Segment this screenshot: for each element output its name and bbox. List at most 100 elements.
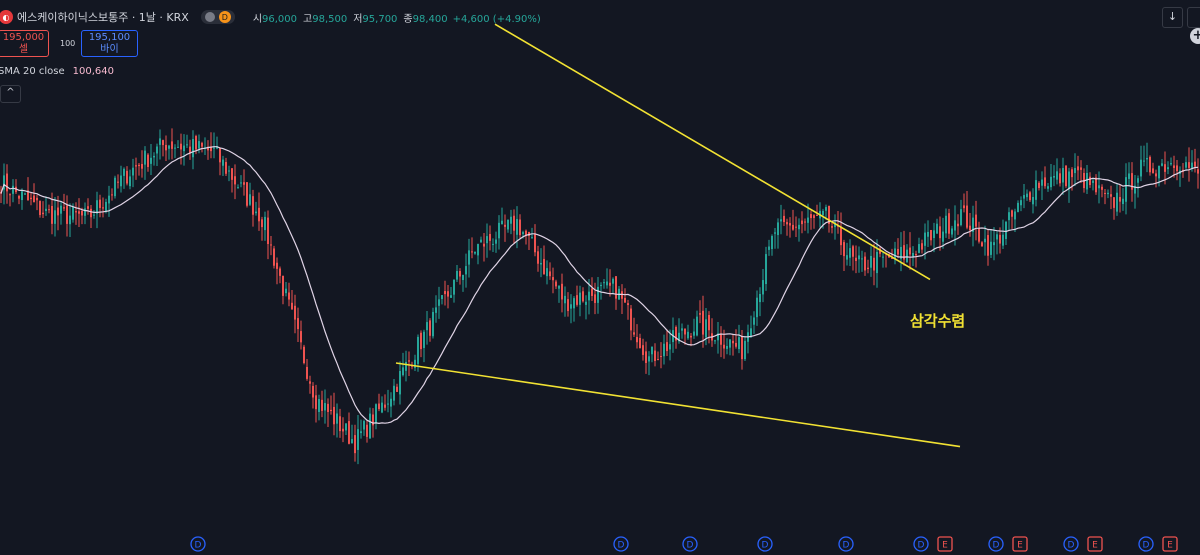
candle-body [306, 366, 308, 379]
indicator-legend[interactable]: SMA 20 close 100,640 [0, 66, 114, 77]
earnings-marker-icon[interactable] [1087, 536, 1103, 552]
lower-trendline[interactable] [395, 362, 961, 448]
candle-body [1062, 168, 1064, 183]
dividend-marker-icon[interactable] [988, 536, 1004, 552]
candle-body [546, 268, 548, 277]
candle-body [339, 416, 341, 432]
candle-body [435, 307, 437, 313]
candle-body [153, 155, 155, 158]
upper-trendline[interactable] [494, 23, 931, 281]
candle-body [417, 336, 419, 364]
candle-body [861, 258, 863, 260]
candle-body [381, 402, 383, 413]
dividend-marker-icon[interactable] [1138, 536, 1154, 552]
candle-body [741, 336, 743, 360]
candle-body [804, 221, 806, 223]
candle-body [522, 232, 524, 234]
triangle-annotation[interactable]: 삼각수렴 [910, 312, 966, 330]
candle-body [537, 251, 539, 264]
candle-body [894, 248, 896, 260]
candle-body [648, 356, 650, 362]
candle-body [69, 215, 71, 225]
candle-body [1080, 167, 1082, 170]
candle-body [90, 208, 92, 218]
candle-body [1143, 160, 1145, 162]
symbol-title[interactable]: 에스케이하이닉스보통주 · 1날 · KRX [17, 11, 189, 24]
event-marker-label: D [918, 541, 925, 551]
candle-body [39, 200, 41, 215]
candle-body [288, 292, 290, 300]
dividend-marker-icon[interactable] [838, 536, 854, 552]
candle-body [210, 146, 212, 152]
scroll-down-button[interactable]: ↓ [1162, 7, 1183, 28]
candle-body [1026, 193, 1028, 198]
candle-body [114, 177, 116, 197]
event-marker-label: D [618, 541, 625, 551]
candle-body [813, 215, 815, 218]
candle-body [864, 256, 866, 271]
candle-body [1158, 166, 1160, 179]
candle-body [666, 342, 668, 352]
candle-body [930, 229, 932, 241]
candle-body [969, 225, 971, 231]
candle-body [225, 162, 227, 174]
candle-body [624, 297, 626, 303]
candle-body [675, 326, 677, 341]
candle-body [531, 237, 533, 239]
dividend-marker-icon[interactable] [913, 536, 929, 552]
candle-body [660, 356, 662, 358]
candle-body [195, 136, 197, 150]
candle-body [822, 210, 824, 216]
status-pill[interactable]: D [200, 10, 235, 24]
earnings-marker-icon[interactable] [937, 536, 953, 552]
candle-body [180, 143, 182, 150]
add-icon[interactable]: + [1190, 28, 1200, 44]
candle-body [18, 195, 20, 199]
candle-body [729, 339, 731, 348]
candle-body [402, 367, 404, 376]
candle-body [912, 252, 914, 258]
candle-body [456, 270, 458, 280]
dividend-marker-icon[interactable] [757, 536, 773, 552]
candle-body [321, 399, 323, 411]
candle-body [111, 194, 113, 196]
candle-body [480, 239, 482, 243]
candle-body [420, 332, 422, 350]
sell-button[interactable]: 195,000 셀 [0, 30, 49, 57]
candle-body [690, 335, 692, 338]
candle-body [783, 215, 785, 223]
candle-body [906, 249, 908, 263]
dividend-marker-icon[interactable] [190, 536, 206, 552]
candle-body [708, 314, 710, 331]
candle-body [303, 346, 305, 364]
collapse-legend-button[interactable]: ^ [0, 85, 21, 103]
candle-body [909, 247, 911, 255]
candle-body [228, 170, 230, 172]
candle-body [603, 282, 605, 284]
candle-body [768, 246, 770, 250]
candle-body [345, 423, 347, 431]
candle-body [318, 399, 320, 412]
candle-body [129, 176, 131, 187]
buy-button[interactable]: 195,100 바이 [81, 30, 138, 57]
candle-body [939, 226, 941, 239]
dividend-marker-icon[interactable] [613, 536, 629, 552]
earnings-marker-icon[interactable] [1162, 536, 1178, 552]
candle-body [201, 142, 203, 147]
candle-body [87, 206, 89, 209]
candle-body [489, 234, 491, 241]
candle-body [540, 262, 542, 265]
candle-body [948, 213, 950, 234]
earnings-marker-icon[interactable] [1012, 536, 1028, 552]
more-button[interactable] [1187, 7, 1200, 28]
candle-body [342, 428, 344, 432]
candle-body [1104, 192, 1106, 195]
spread-value: 100 [60, 39, 76, 48]
candle-body [552, 277, 554, 281]
candle-body [372, 414, 374, 426]
ohlc-value-1: 98,500 [312, 13, 348, 25]
dividend-marker-icon[interactable] [1063, 536, 1079, 552]
candle-body [726, 346, 728, 349]
dividend-marker-icon[interactable] [682, 536, 698, 552]
